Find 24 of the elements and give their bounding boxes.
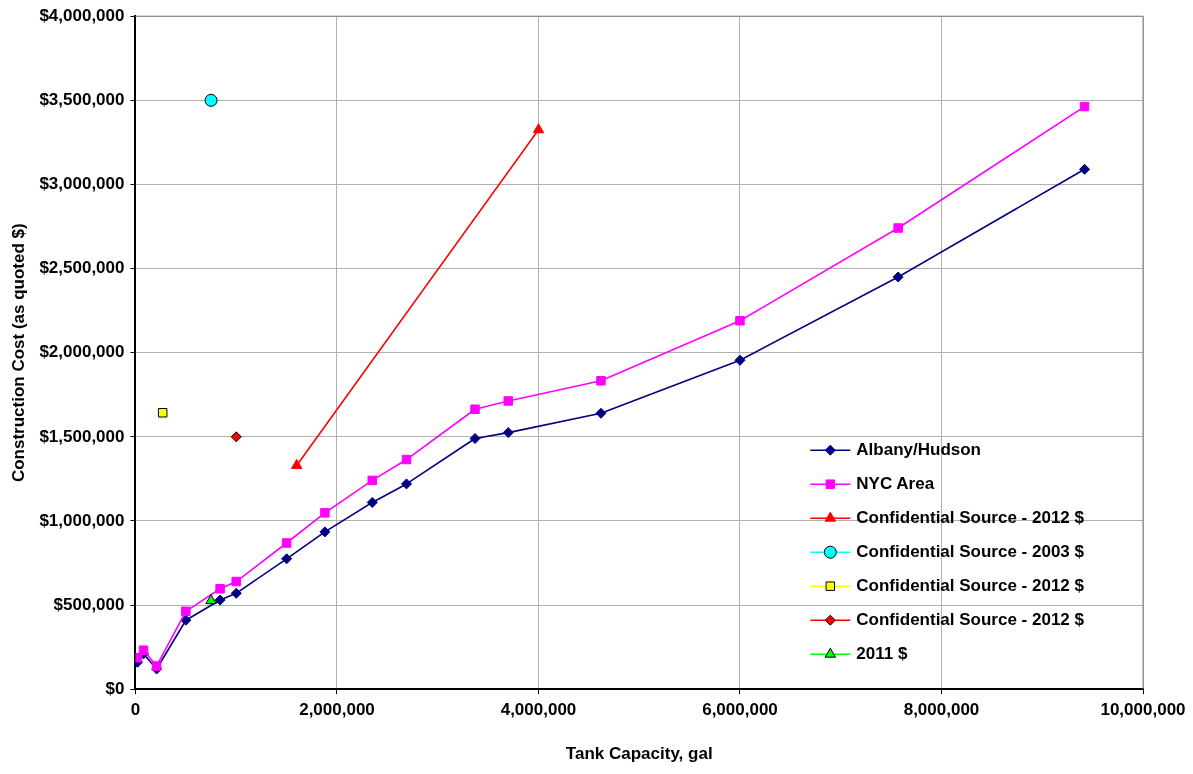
x-tick-label: 6,000,000 (702, 700, 778, 720)
x-tick-label: 2,000,000 (299, 700, 375, 720)
y-tick-label: $0 (105, 678, 125, 698)
y-tick-label: $3,000,000 (39, 174, 125, 194)
y-tick-label: $1,500,000 (39, 426, 125, 446)
legend-label: Confidential Source - 2012 $ (856, 507, 1085, 527)
legend-label: Albany/Hudson (856, 439, 981, 459)
legend-label: Confidential Source - 2012 $ (856, 575, 1085, 595)
y-tick-label: $1,000,000 (39, 510, 125, 530)
y-tick-label: $2,500,000 (39, 258, 125, 278)
x-tick-label: 10,000,000 (1100, 700, 1186, 720)
legend-label: Confidential Source - 2012 $ (856, 609, 1085, 629)
y-tick-label: $4,000,000 (39, 5, 125, 25)
legend-label: Confidential Source - 2003 $ (856, 541, 1085, 561)
x-tick-label: 8,000,000 (903, 700, 980, 720)
x-tick-label: 0 (130, 700, 141, 720)
y-axis-title: Construction Cost (as quoted $) (8, 223, 28, 483)
x-tick-label: 4,000,000 (500, 700, 577, 720)
legend-label: NYC Area (856, 473, 935, 493)
y-tick-label: $3,500,000 (39, 90, 125, 110)
x-axis-title: Tank Capacity, gal (565, 744, 713, 764)
y-tick-label: $2,000,000 (39, 342, 125, 362)
legend-label: 2011 $ (856, 643, 908, 663)
y-tick-label: $500,000 (53, 594, 125, 614)
